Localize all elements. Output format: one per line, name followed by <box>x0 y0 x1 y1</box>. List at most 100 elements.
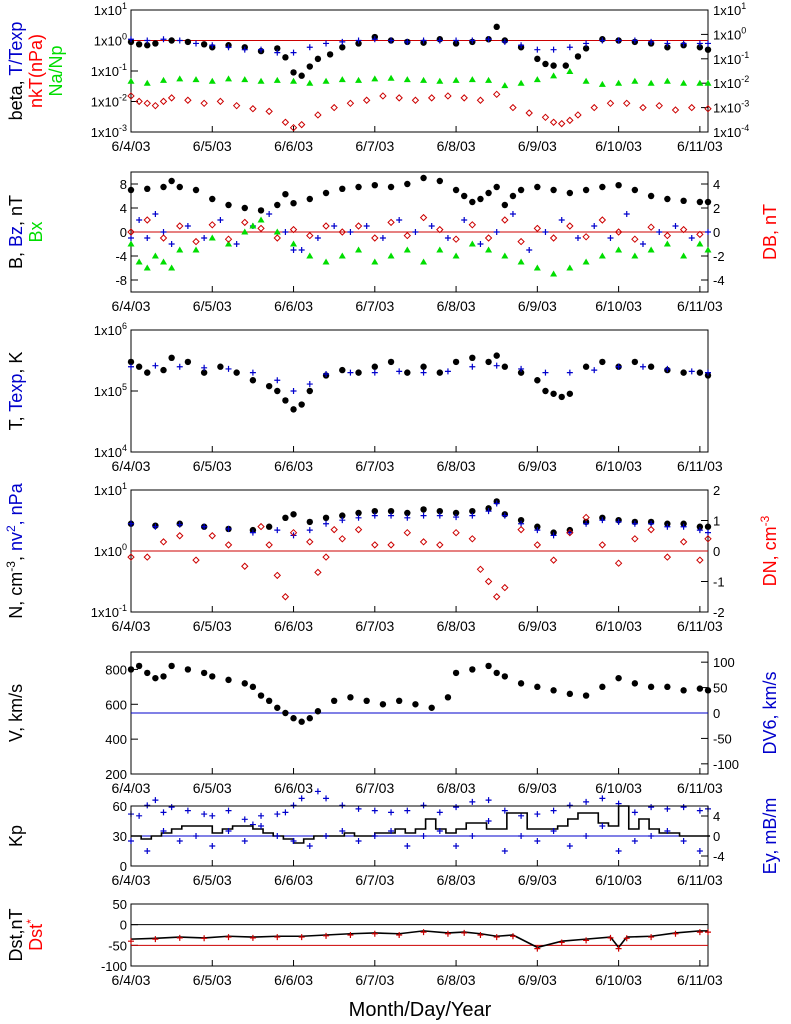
data-point <box>379 235 386 241</box>
data-point <box>387 358 395 366</box>
data-point <box>517 258 525 265</box>
x-tick-label: 6/5/03 <box>193 972 232 988</box>
data-point <box>404 514 411 521</box>
y-tick-label: 800 <box>105 662 127 677</box>
data-point <box>396 217 403 223</box>
data-point <box>469 354 476 362</box>
plot-frame <box>130 903 709 967</box>
y-tick-label: -50 <box>108 938 127 953</box>
data-point <box>225 828 232 834</box>
data-point <box>501 363 509 370</box>
data-point <box>363 697 370 704</box>
data-point <box>143 99 151 108</box>
data-point <box>168 37 175 44</box>
data-point <box>306 715 313 722</box>
data-point <box>566 843 573 849</box>
y2-tick-label: -100 <box>713 757 739 772</box>
data-point <box>599 183 606 191</box>
x-tick-label: 6/10/03 <box>595 972 642 988</box>
data-point <box>160 366 167 374</box>
x-tick-label: 6/7/03 <box>355 458 394 474</box>
x-tick-label: 6/7/03 <box>355 618 394 634</box>
data-point <box>468 76 476 83</box>
data-point <box>476 96 485 104</box>
data-point <box>501 38 508 45</box>
data-point <box>306 63 313 70</box>
data-point <box>224 541 233 549</box>
series-nkt <box>127 90 712 132</box>
data-point <box>127 186 135 194</box>
x-tick-label: 6/8/03 <box>437 458 476 474</box>
data-point <box>476 565 485 574</box>
data-point <box>615 182 622 189</box>
data-point <box>614 228 623 236</box>
y2-tick-label-mantissa: 1x10 <box>713 52 741 67</box>
y2-axis-label: Ey, mB/m <box>760 798 780 875</box>
data-point <box>338 228 347 236</box>
data-point <box>323 833 330 839</box>
x-tick-label: 6/4/03 <box>112 138 151 154</box>
data-point <box>387 252 395 259</box>
y2-tick-label-exponent: 1 <box>741 1 746 11</box>
data-point <box>680 804 687 811</box>
series-db <box>127 213 704 246</box>
data-point <box>696 556 704 564</box>
y2-tick-label: 0 <box>713 829 720 844</box>
data-point <box>444 930 451 937</box>
y-tick-label: 50 <box>113 897 127 912</box>
data-point <box>664 523 671 530</box>
data-point <box>493 500 500 507</box>
data-point <box>533 264 541 271</box>
data-point <box>217 363 224 370</box>
y-tick-label-exponent: 5 <box>122 382 127 392</box>
y-tick-label: 1x10-2 <box>91 93 127 110</box>
y-tick-label-exponent: -1 <box>119 62 127 72</box>
data-point <box>501 848 508 854</box>
data-point <box>647 192 655 200</box>
y2-axis-label: DN, cm-3 <box>758 515 780 586</box>
data-point <box>501 216 509 224</box>
data-point <box>249 105 257 113</box>
y-axis-label-part: , K <box>6 352 26 374</box>
data-point <box>469 363 476 370</box>
data-point <box>322 258 330 265</box>
data-point <box>444 92 452 100</box>
data-point <box>452 186 460 194</box>
data-point <box>607 934 614 941</box>
data-point <box>664 520 671 527</box>
data-point <box>492 90 501 99</box>
data-point <box>160 258 168 265</box>
x-tick-label: 6/11/03 <box>677 138 723 154</box>
data-point <box>355 514 362 521</box>
data-point <box>664 44 671 51</box>
panel-p7: -100 -50 0 50 6/4/03 6/5/03 6/6/03 6/7/03 6/8/03… <box>6 897 723 988</box>
data-point <box>493 229 500 235</box>
data-point <box>323 40 330 47</box>
data-point <box>257 224 265 233</box>
data-point <box>615 79 623 86</box>
data-point <box>306 518 313 526</box>
data-point <box>144 37 151 44</box>
data-point <box>176 246 184 253</box>
x-tick-label: 6/5/03 <box>193 458 232 474</box>
data-point <box>143 553 151 561</box>
data-point <box>562 62 569 69</box>
y-tick-label: 0 <box>120 918 127 933</box>
data-point <box>298 718 305 725</box>
data-point <box>648 934 655 941</box>
data-point <box>144 42 151 49</box>
data-point <box>534 945 541 952</box>
y-axis-label-part: , nPa <box>6 482 26 525</box>
data-point <box>664 365 671 372</box>
data-point <box>355 509 362 517</box>
data-point <box>241 204 248 212</box>
data-point <box>168 662 175 670</box>
data-point <box>144 669 151 677</box>
data-point <box>541 113 550 122</box>
data-point <box>534 811 541 818</box>
data-point <box>355 246 363 253</box>
y-tick-label: 1x105 <box>94 382 127 399</box>
data-point <box>705 929 711 936</box>
data-point <box>517 516 525 524</box>
data-point <box>696 929 703 936</box>
